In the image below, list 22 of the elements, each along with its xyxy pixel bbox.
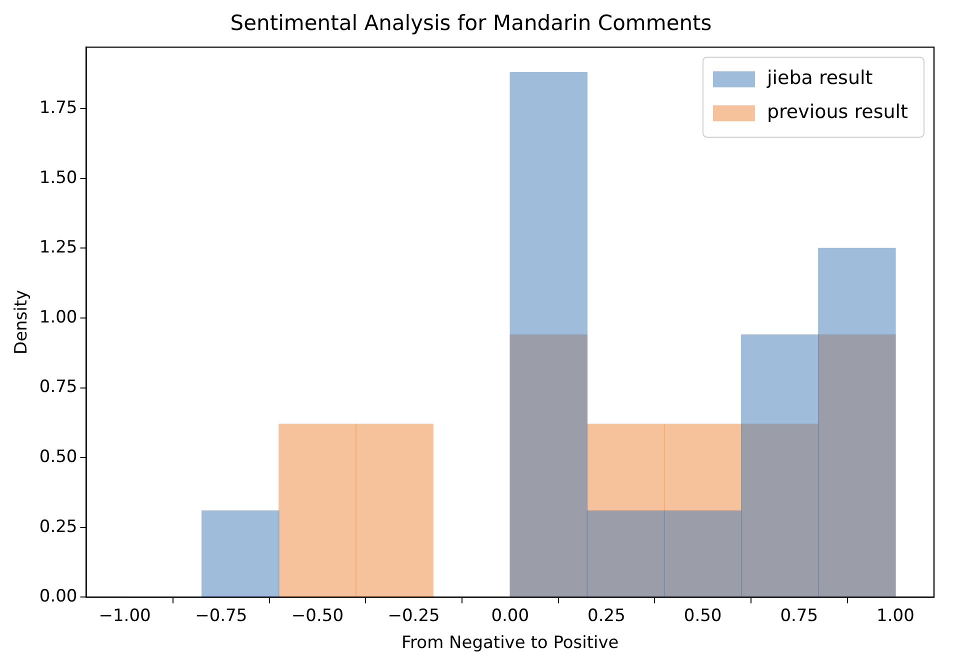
y-tick-label: 0.25 xyxy=(39,516,78,537)
y-tick-label: 0.00 xyxy=(39,586,78,607)
legend-label: previous result xyxy=(766,101,908,124)
y-tick-label: 0.50 xyxy=(39,447,78,468)
y-tick-label: 1.75 xyxy=(39,98,78,118)
x-tick-label: −1.00 xyxy=(98,606,151,626)
chart-title: Sentimental Analysis for Mandarin Comments xyxy=(230,11,712,36)
x-tick-label: 0.75 xyxy=(780,606,818,626)
y-tick-label: 0.75 xyxy=(39,377,78,398)
legend-label: jieba result xyxy=(766,67,873,90)
x-tick-label: 1.00 xyxy=(876,606,914,626)
y-tick-label: 1.50 xyxy=(39,168,78,188)
x-axis-title: From Negative to Positive xyxy=(402,633,619,654)
y-axis-title: Density xyxy=(12,290,32,355)
y-tick-label: 1.00 xyxy=(39,307,78,328)
x-tick-label: −0.50 xyxy=(291,606,344,626)
x-tick-label: −0.25 xyxy=(388,606,440,626)
x-tick-label: 0.00 xyxy=(491,606,530,626)
x-tick-label: −0.75 xyxy=(195,606,248,626)
y-tick-label: 1.25 xyxy=(39,238,78,258)
x-tick-label: 0.50 xyxy=(684,606,722,626)
x-tick-label: 0.25 xyxy=(588,606,626,626)
